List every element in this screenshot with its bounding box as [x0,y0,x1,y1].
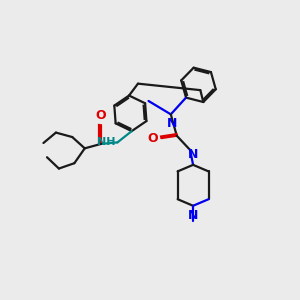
Text: NH: NH [98,137,116,147]
Text: O: O [96,110,106,122]
Text: N: N [167,117,178,130]
Text: N: N [188,209,198,222]
Text: N: N [188,148,198,161]
Text: O: O [147,132,158,145]
